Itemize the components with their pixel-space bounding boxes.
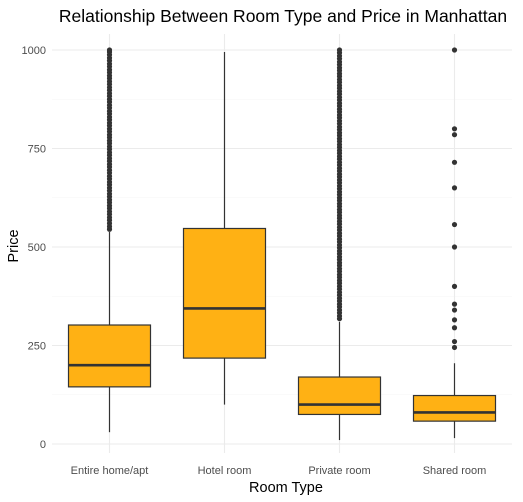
iqr-box: [412, 394, 497, 422]
outlier-point: [451, 301, 458, 307]
outlier-point: [451, 126, 458, 132]
outlier-point: [451, 283, 458, 289]
outlier-point: [451, 344, 458, 351]
iqr-box: [67, 324, 152, 388]
outlier-point: [451, 244, 458, 250]
outlier-point: [451, 159, 458, 165]
x-axis-title: Room Type: [249, 480, 323, 496]
grid: [52, 34, 512, 453]
y-tick-label: 750: [28, 144, 46, 156]
box-group: [412, 47, 497, 439]
y-axis-ticks: 0 250 500 750 1000: [22, 45, 46, 451]
iqr-box: [182, 227, 267, 359]
outlier-point: [451, 317, 458, 323]
chart-title: Relationship Between Room Type and Price…: [59, 6, 507, 26]
box-group: [297, 47, 382, 441]
outlier-point: [451, 47, 458, 53]
outlier-point: [336, 47, 343, 53]
box-group: [67, 47, 152, 433]
y-tick-label: 250: [28, 341, 46, 353]
boxes: [67, 47, 497, 441]
outlier-point: [451, 185, 458, 191]
outlier-point: [451, 325, 458, 331]
outlier-point: [451, 221, 458, 228]
y-tick-label: 500: [28, 242, 46, 254]
outlier-point: [106, 47, 113, 53]
box-group: [182, 51, 267, 405]
x-tick-label: Private room: [308, 465, 370, 477]
y-axis-title: Price: [6, 229, 22, 262]
x-tick-label: Hotel room: [198, 465, 252, 477]
x-tick-label: Shared room: [423, 465, 487, 477]
outlier-point: [451, 307, 458, 313]
outlier-point: [451, 132, 458, 138]
x-tick-label: Entire home/apt: [71, 465, 149, 477]
iqr-box: [297, 376, 382, 416]
y-tick-label: 0: [40, 439, 46, 451]
x-axis-ticks: Entire home/apt Hotel room Private room Sha…: [71, 465, 487, 477]
outlier-point: [451, 338, 458, 345]
y-tick-label: 1000: [22, 45, 46, 57]
